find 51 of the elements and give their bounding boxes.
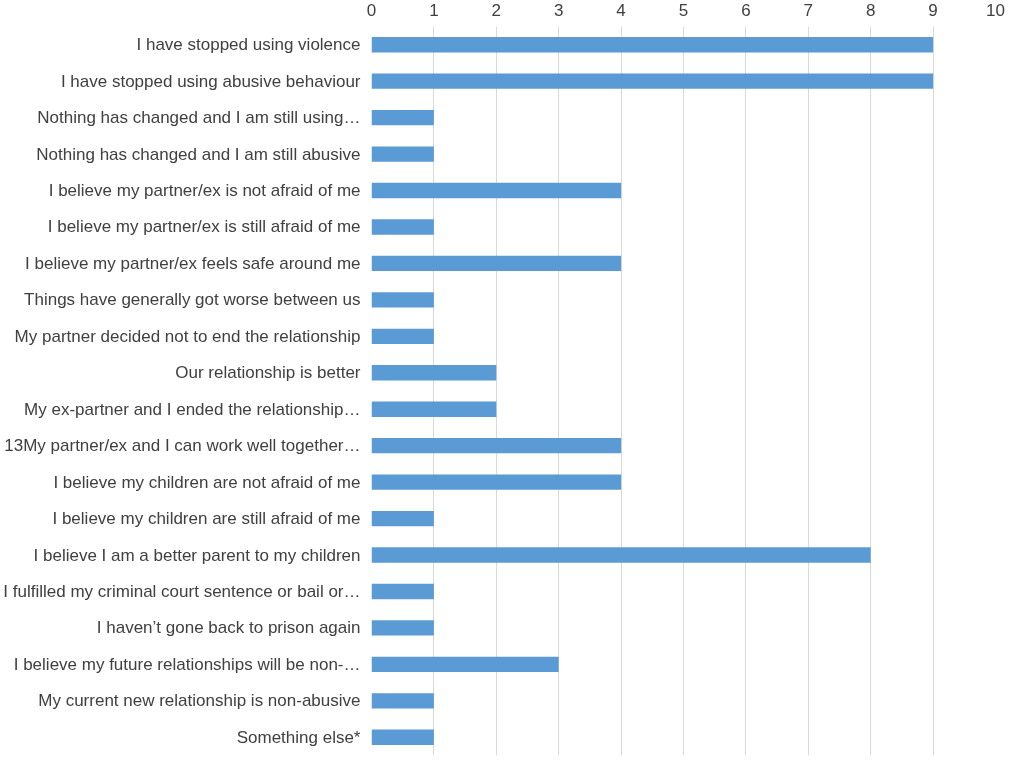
bar [371, 109, 434, 126]
y-tick-label: Something else* [236, 727, 361, 747]
x-tick-label: 9 [928, 0, 938, 20]
y-tick-label: Things have generally got worse between us [24, 290, 361, 310]
bar [371, 219, 434, 235]
y-tick-label: Nothing has changed and I am still abusive [36, 144, 361, 164]
bar [371, 401, 497, 417]
bar [371, 620, 434, 636]
x-tick-label: 0 [366, 0, 377, 20]
y-tick-label: I believe my future relationships will be non-… [13, 654, 361, 674]
bar [371, 547, 871, 563]
y-tick-label: 13My partner/ex and I can work well together… [4, 436, 361, 456]
y-tick-label: My ex-partner and I ended the relationship… [24, 399, 361, 419]
y-tick-label: I believe my children are not afraid of me [53, 472, 361, 492]
y-tick-label: My partner decided not to end the relationship [14, 326, 361, 346]
y-tick-label: Our relationship is better [175, 363, 361, 383]
x-tick-label: 10 [986, 0, 1005, 20]
bar [371, 729, 434, 745]
x-tick-label: 8 [865, 0, 876, 20]
y-tick-label: I believe I am a better parent to my children [33, 545, 361, 565]
y-tick-label: I fulfilled my criminal court sentence or bail or… [3, 581, 361, 601]
x-tick-label: 5 [678, 0, 689, 20]
y-tick-label: Nothing has changed and I am still using… [37, 108, 361, 128]
y-tick-label: I have stopped using violence [136, 35, 361, 55]
y-tick-label: I believe my partner/ex is still afraid of me [47, 217, 361, 237]
y-tick-label: I have stopped using abusive behaviour [60, 71, 361, 91]
bar [371, 365, 497, 381]
bar [371, 255, 622, 272]
bar [371, 328, 434, 344]
x-tick-label: 4 [616, 0, 626, 20]
bar [371, 73, 934, 89]
bar [371, 37, 934, 53]
bar [371, 583, 434, 600]
y-tick-label: My current new relationship is non-abusive [38, 691, 361, 711]
bar [371, 656, 559, 673]
bar [371, 474, 622, 490]
y-tick-label: I haven’t gone back to prison again [96, 618, 361, 638]
x-tick-label: 2 [491, 0, 502, 20]
y-tick-label: I believe my children are still afraid of me [52, 509, 361, 529]
bar [371, 693, 434, 709]
y-tick-label: I believe my partner/ex feels safe around me [25, 253, 361, 273]
bar [371, 438, 622, 454]
bar [371, 292, 434, 308]
y-tick-label: I believe my partner/ex is not afraid of me [48, 181, 361, 201]
x-tick-label: 1 [429, 0, 439, 20]
x-tick-label: 7 [803, 0, 814, 20]
bar [371, 182, 622, 199]
bar [371, 146, 434, 162]
x-tick-label: 3 [553, 0, 564, 20]
x-tick-label: 6 [741, 0, 751, 20]
bar [371, 510, 434, 527]
